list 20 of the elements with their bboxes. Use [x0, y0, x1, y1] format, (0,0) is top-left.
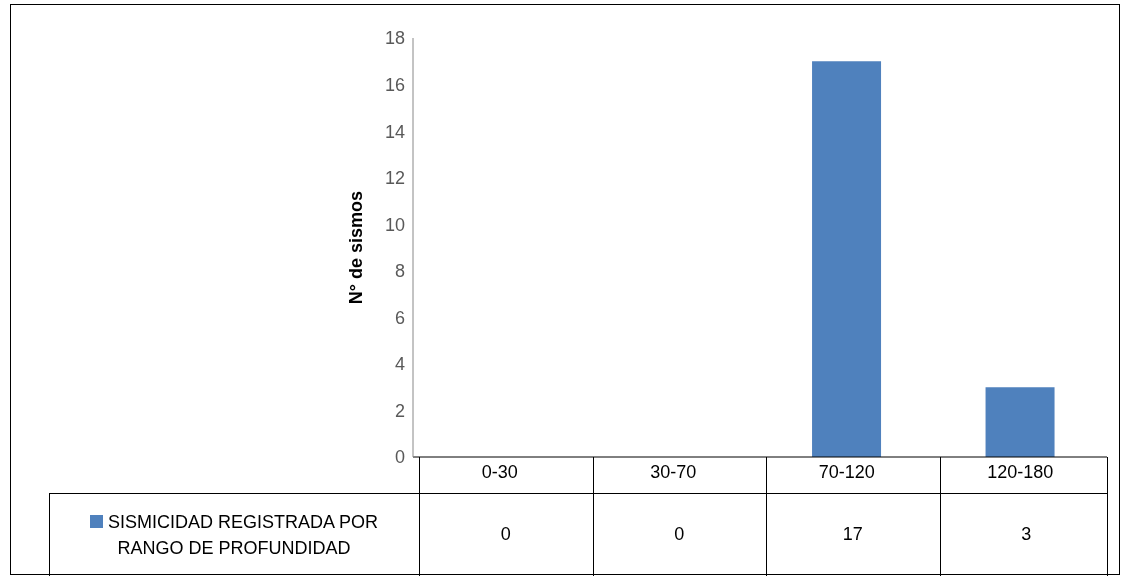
y-tick-label: 4 — [394, 354, 405, 375]
x-tick-label: 70-120 — [818, 461, 875, 482]
data-label: 0 — [499, 523, 512, 546]
y-tick-label: 16 — [384, 74, 405, 95]
y-tick-label: 18 — [384, 28, 405, 49]
data-label: 0 — [673, 523, 686, 546]
y-tick-label: 6 — [394, 307, 405, 328]
x-tick-label: 30-70 — [650, 461, 697, 482]
x-tick-label: 0-30 — [481, 461, 518, 482]
y-tick-label: 0 — [394, 447, 405, 468]
y-tick-label: 10 — [384, 214, 405, 235]
data-label: 17 — [841, 523, 864, 546]
legend-label: SISMICIDAD REGISTRADA POR RANGO DE PROFUNDIDAD — [107, 511, 379, 558]
y-tick-label: 2 — [394, 400, 405, 421]
data-label: 3 — [1020, 523, 1033, 546]
y-tick-label: 8 — [394, 261, 405, 282]
y-axis-title: N° de sismos — [346, 190, 367, 305]
x-tick-label: 120-180 — [987, 461, 1054, 482]
y-tick-label: 14 — [384, 121, 405, 142]
y-tick-label: 12 — [384, 168, 405, 189]
